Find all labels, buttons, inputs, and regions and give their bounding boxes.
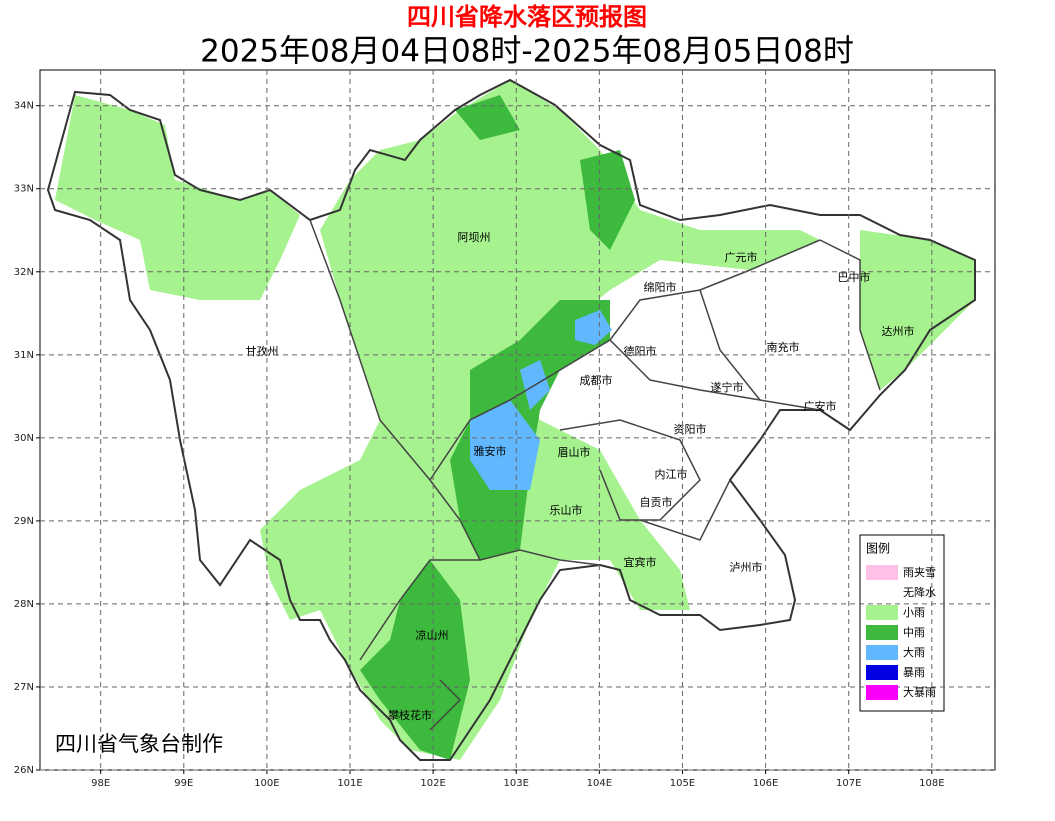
region-labels: 阿坝州 甘孜州 广元市 巴中市 绵阳市 达州市 德阳市 南充市 成都市 遂宁市 … bbox=[246, 230, 915, 722]
region-label: 乐山市 bbox=[550, 503, 583, 517]
y-tick-label: 32N bbox=[14, 267, 34, 278]
y-tick-label: 26N bbox=[14, 765, 34, 776]
y-tick-label: 34N bbox=[14, 101, 34, 112]
credit: 四川省气象台制作 bbox=[55, 732, 223, 756]
x-tick-label: 101E bbox=[337, 778, 362, 789]
region-label: 攀枝花市 bbox=[388, 708, 432, 722]
x-tick-label: 106E bbox=[753, 778, 778, 789]
region-label: 泸州市 bbox=[730, 560, 763, 574]
region-label: 巴中市 bbox=[838, 270, 871, 284]
region-label: 宜宾市 bbox=[624, 555, 657, 569]
legend-swatch bbox=[866, 645, 898, 660]
light-rain-area bbox=[860, 230, 975, 390]
legend-label: 小雨 bbox=[903, 606, 925, 619]
region-label: 甘孜州 bbox=[246, 344, 279, 358]
x-tick-label: 108E bbox=[919, 778, 944, 789]
legend-swatch bbox=[866, 585, 898, 600]
region-label: 绵阳市 bbox=[644, 280, 677, 294]
y-tick-label: 30N bbox=[14, 433, 34, 444]
region-label: 遂宁市 bbox=[711, 380, 744, 394]
legend-label: 无降水 bbox=[903, 585, 936, 599]
region-label: 雅安市 bbox=[474, 444, 507, 458]
map-layers bbox=[46, 78, 976, 761]
legend-label: 雨夹雪 bbox=[903, 566, 936, 579]
province-outline bbox=[46, 78, 976, 761]
y-tick-label: 31N bbox=[14, 350, 34, 361]
legend-label: 暴雨 bbox=[903, 666, 925, 679]
region-label: 内江市 bbox=[655, 467, 688, 481]
y-tick-label: 28N bbox=[14, 599, 34, 610]
moderate-rain-area bbox=[360, 560, 470, 760]
region-label: 成都市 bbox=[580, 373, 613, 387]
legend-box bbox=[859, 534, 945, 712]
y-tick-label: 29N bbox=[14, 516, 34, 527]
light-rain-area bbox=[55, 95, 300, 300]
heavy-rain-area bbox=[470, 310, 612, 490]
legend-title: 图例 bbox=[866, 542, 890, 556]
region-label: 达州市 bbox=[882, 324, 915, 338]
region-label: 凉山州 bbox=[416, 628, 449, 642]
x-tick-label: 99E bbox=[174, 778, 193, 789]
legend-swatch bbox=[866, 605, 898, 620]
x-tick-label: 105E bbox=[670, 778, 695, 789]
region-label: 广安市 bbox=[804, 399, 837, 413]
y-tick-label: 27N bbox=[14, 682, 34, 693]
moderate-rain-area bbox=[455, 95, 635, 250]
x-tick-label: 107E bbox=[836, 778, 861, 789]
subtitle: 2025年08月04日08时-2025年08月05日08时 bbox=[200, 34, 854, 70]
legend-label: 大雨 bbox=[903, 645, 925, 659]
legend-label: 大暴雨 bbox=[903, 685, 936, 699]
region-label: 阿坝州 bbox=[458, 230, 491, 244]
region-label: 眉山市 bbox=[558, 445, 591, 459]
region-label: 南充市 bbox=[767, 340, 800, 354]
legend-swatch bbox=[866, 625, 898, 640]
x-tick-label: 100E bbox=[254, 778, 279, 789]
y-tick-label: 33N bbox=[14, 184, 34, 195]
region-label: 德阳市 bbox=[624, 344, 657, 358]
legend-label: 中雨 bbox=[903, 626, 925, 639]
light-rain-area bbox=[260, 80, 820, 760]
x-tick-label: 103E bbox=[504, 778, 529, 789]
x-tick-label: 104E bbox=[587, 778, 612, 789]
legend-swatch bbox=[866, 565, 898, 580]
prefecture-boundaries bbox=[309, 219, 881, 731]
region-label: 资阳市 bbox=[674, 422, 707, 436]
x-tick-label: 102E bbox=[420, 778, 445, 789]
legend-swatch bbox=[866, 665, 898, 680]
title: 四川省降水落区预报图 bbox=[407, 3, 647, 31]
region-label: 自贡市 bbox=[640, 495, 673, 509]
x-tick-label: 98E bbox=[91, 778, 110, 789]
region-label: 广元市 bbox=[725, 250, 758, 264]
legend-swatch bbox=[866, 685, 898, 700]
